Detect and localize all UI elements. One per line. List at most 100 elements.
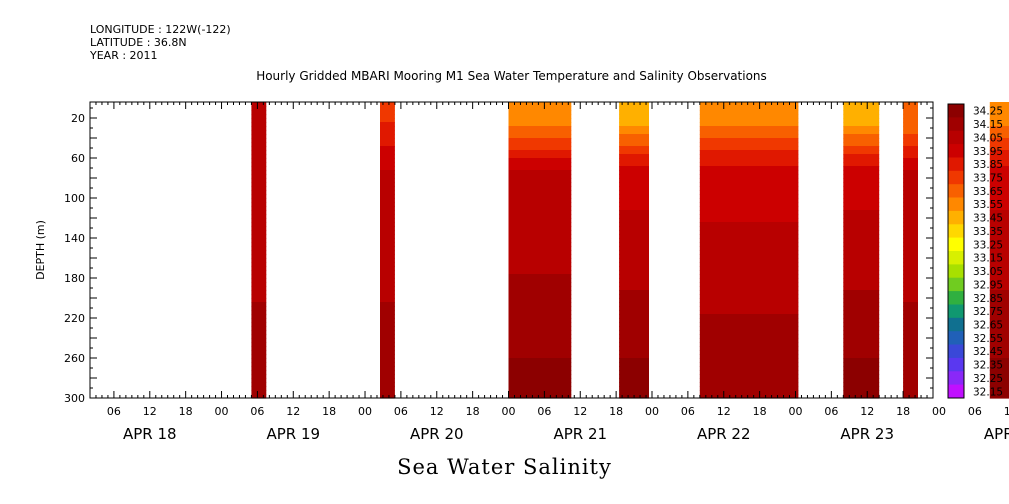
salinity-cell [843, 194, 880, 199]
salinity-cell [843, 158, 880, 163]
salinity-cell [989, 158, 1009, 163]
salinity-cell [843, 378, 880, 383]
salinity-cell [380, 274, 395, 279]
colorbar-label: 33.85 [973, 159, 1003, 171]
colorbar-label: 34.15 [973, 119, 1003, 131]
salinity-cell [903, 106, 918, 111]
salinity-cell [251, 226, 267, 231]
salinity-cell [989, 322, 1009, 327]
colorbar-label: 32.75 [973, 306, 1003, 318]
salinity-cell [989, 142, 1009, 147]
salinity-cell [843, 186, 880, 191]
salinity-cell [380, 146, 395, 151]
salinity-cell [508, 314, 572, 319]
salinity-cell [903, 234, 918, 239]
salinity-cell [989, 166, 1009, 171]
salinity-cell [508, 134, 572, 139]
salinity-cell [843, 262, 880, 267]
x-hour-tick-label: 12 [860, 405, 874, 418]
colorbar-label: 33.45 [973, 213, 1003, 225]
salinity-cell [843, 146, 880, 151]
salinity-cell [699, 110, 799, 115]
x-date-label: APR 22 [697, 425, 751, 443]
salinity-cell [380, 366, 395, 371]
salinity-cell [903, 134, 918, 139]
salinity-cell [508, 186, 572, 191]
salinity-cell [380, 102, 395, 107]
x-hour-tick-label: 00 [932, 405, 946, 418]
salinity-cell [699, 174, 799, 179]
salinity-cell [380, 190, 395, 195]
x-hour-tick-label: 06 [824, 405, 838, 418]
salinity-cell [903, 194, 918, 199]
salinity-cell [508, 374, 572, 379]
salinity-cell [619, 278, 649, 283]
salinity-cell [989, 250, 1009, 255]
salinity-cell [699, 126, 799, 131]
salinity-cell [508, 178, 572, 183]
salinity-cell [699, 298, 799, 303]
salinity-cell [903, 282, 918, 287]
salinity-cell [508, 130, 572, 135]
salinity-cell [989, 238, 1009, 243]
salinity-cell [989, 102, 1009, 107]
salinity-cell [508, 170, 572, 175]
salinity-cell [508, 370, 572, 375]
colorbar-swatch [948, 304, 964, 319]
salinity-cell [508, 270, 572, 275]
salinity-cell [843, 274, 880, 279]
salinity-cell [903, 386, 918, 391]
salinity-cell [251, 102, 267, 107]
salinity-cell [699, 338, 799, 343]
salinity-cell [843, 182, 880, 187]
salinity-cell [251, 374, 267, 379]
salinity-cell [251, 114, 267, 119]
colorbar-swatch [948, 197, 964, 212]
salinity-cell [843, 302, 880, 307]
salinity-cell [989, 358, 1009, 363]
y-axis-label: DEPTH (m) [34, 220, 47, 280]
salinity-cell [903, 338, 918, 343]
salinity-cell [251, 218, 267, 223]
salinity-cell [903, 238, 918, 243]
salinity-cell [380, 294, 395, 299]
salinity-cell [619, 134, 649, 139]
salinity-cell [508, 190, 572, 195]
salinity-cell [508, 278, 572, 283]
salinity-cell [989, 130, 1009, 135]
x-hour-tick-label: 18 [609, 405, 623, 418]
salinity-cell [903, 294, 918, 299]
salinity-cell [508, 174, 572, 179]
salinity-cell [619, 126, 649, 131]
salinity-cell [380, 158, 395, 163]
salinity-cell [619, 318, 649, 323]
salinity-cell [989, 230, 1009, 235]
salinity-cell [619, 382, 649, 387]
x-hour-tick-label: 18 [753, 405, 767, 418]
salinity-cell [989, 294, 1009, 299]
salinity-cell [903, 330, 918, 335]
salinity-cell [989, 218, 1009, 223]
salinity-cell [903, 378, 918, 383]
salinity-cell [699, 366, 799, 371]
salinity-cell [619, 354, 649, 359]
colorbar-label: 33.05 [973, 266, 1003, 278]
y-tick-label: 260 [64, 352, 85, 365]
salinity-cell [251, 334, 267, 339]
salinity-cell [619, 346, 649, 351]
salinity-cell [843, 306, 880, 311]
salinity-cell [843, 270, 880, 275]
salinity-cell [843, 366, 880, 371]
salinity-cell [508, 166, 572, 171]
salinity-cell [903, 142, 918, 147]
salinity-cell [508, 158, 572, 163]
salinity-cell [380, 306, 395, 311]
salinity-cell [508, 386, 572, 391]
salinity-cell [619, 218, 649, 223]
salinity-cell [699, 210, 799, 215]
salinity-cell [251, 378, 267, 383]
salinity-cell [380, 390, 395, 395]
salinity-cell [903, 266, 918, 271]
salinity-cell [380, 226, 395, 231]
salinity-cell [843, 222, 880, 227]
